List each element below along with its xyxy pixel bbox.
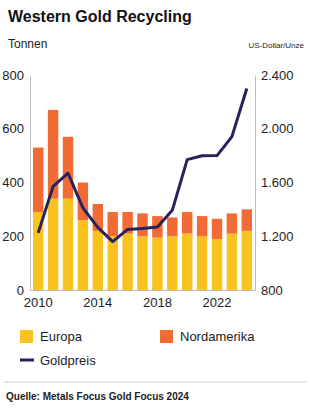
tick: 2014 [83, 290, 112, 310]
source: Quelle: Metals Focus Gold Focus 2024 [6, 391, 189, 402]
legend-label: Goldpreis [40, 353, 96, 368]
bar [182, 212, 192, 234]
tick-label: 600 [2, 121, 24, 136]
tick-label: 2.400 [261, 68, 294, 83]
bar [48, 199, 58, 290]
legend-label: Europa [40, 329, 83, 344]
tick-label: 400 [2, 175, 24, 190]
legend-label: Nordamerika [180, 329, 255, 344]
bar [167, 236, 177, 290]
bar [242, 209, 252, 231]
bar [152, 238, 162, 290]
bar [63, 137, 73, 199]
bar [107, 212, 117, 236]
bar [107, 236, 117, 290]
plot-marks [33, 88, 252, 290]
tick: 2022 [203, 290, 232, 310]
tick: 2018 [143, 290, 172, 310]
tick: 600 [2, 121, 30, 136]
tick: 800 [255, 283, 283, 298]
title: Western Gold Recycling [8, 8, 192, 25]
y2-axis-title: US-Dollar/Unze [248, 41, 304, 50]
legend-swatch [160, 330, 173, 343]
tick-label: 800 [261, 283, 283, 298]
tick: 1.200 [255, 229, 294, 244]
tick-label: 200 [2, 229, 24, 244]
bar [122, 234, 132, 290]
legend-swatch [20, 359, 34, 362]
tick-label: 1.600 [261, 175, 294, 190]
tick: 800 [2, 68, 30, 83]
bar [197, 216, 207, 236]
line [38, 88, 247, 241]
bar [212, 219, 222, 239]
axis-line [30, 76, 31, 291]
chart: Western Gold Recycling Tonnen US-Dollar/Un… [0, 0, 310, 414]
legend-swatch [20, 330, 33, 343]
tick-label: 800 [2, 68, 24, 83]
axis-line [255, 76, 256, 291]
separator [4, 382, 306, 383]
bar [167, 217, 177, 236]
bar [197, 236, 207, 290]
axis-line [31, 290, 256, 291]
bar [63, 199, 73, 290]
y-axis: 0200400600800 [2, 68, 30, 298]
tick: 1.600 [255, 175, 294, 190]
bar [242, 231, 252, 290]
tick: 2010 [24, 290, 53, 310]
tick: 200 [2, 229, 30, 244]
bar [93, 231, 103, 290]
bar [182, 234, 192, 290]
bar [227, 234, 237, 290]
bar [33, 148, 43, 213]
x-axis: 2010 2014 2018 2022 [24, 290, 256, 310]
legend: Europa Nordamerika Goldpreis [20, 329, 255, 368]
bar [78, 220, 88, 290]
tick-label: 2022 [203, 295, 232, 310]
tick: 2.000 [255, 121, 294, 136]
y2-axis: 800 1.200 1.600 2.000 2.400 [255, 68, 294, 298]
tick-label: 2010 [24, 295, 53, 310]
tick-label: 2014 [83, 295, 112, 310]
y-axis-title: Tonnen [8, 37, 47, 51]
tick-label: 2018 [143, 295, 172, 310]
tick-label: 1.200 [261, 229, 294, 244]
tick: 2.400 [255, 68, 294, 83]
bar [212, 239, 222, 290]
bar [137, 213, 147, 236]
bar [227, 213, 237, 233]
bar [137, 236, 147, 290]
tick-label: 2.000 [261, 121, 294, 136]
tick: 400 [2, 175, 30, 190]
